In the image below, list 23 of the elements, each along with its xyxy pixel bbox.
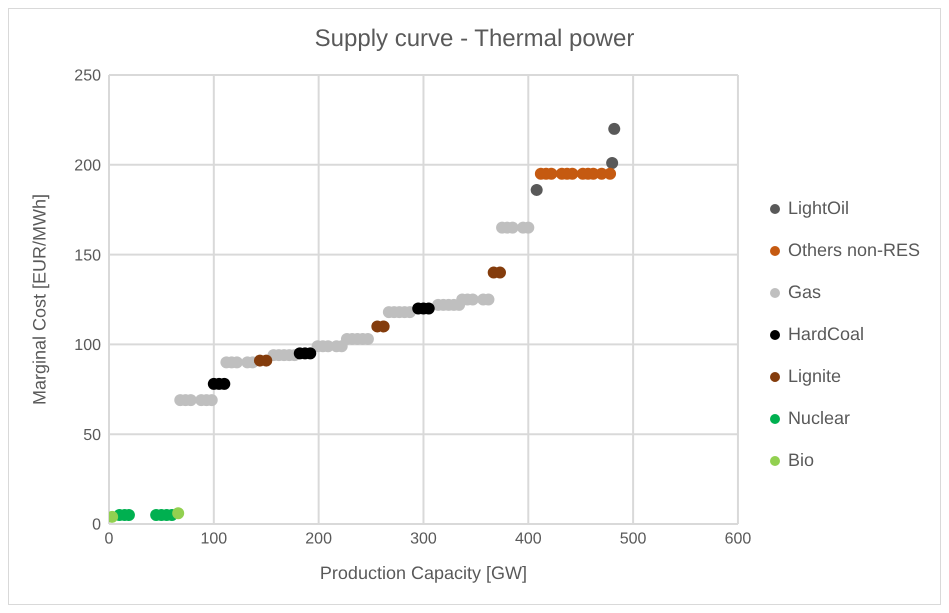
y-tick-label: 0 (92, 516, 102, 534)
y-tick-label: 150 (74, 247, 102, 264)
legend-label: Lignite (788, 366, 841, 387)
x-tick-label: 300 (410, 530, 437, 548)
chart-title: Supply curve - Thermal power (314, 24, 636, 54)
x-tick-label: 400 (514, 530, 542, 548)
x-tick-label: 600 (724, 530, 752, 548)
legend-label: LightOil (788, 198, 849, 219)
y-tick-label: 200 (74, 157, 102, 174)
legend-label: Bio (788, 450, 814, 471)
legend-label: HardCoal (788, 324, 864, 345)
x-tick-label: 100 (200, 530, 228, 548)
legend-label: Gas (788, 282, 821, 303)
y-axis-title: Marginal Cost [EUR/MWh] (29, 194, 50, 406)
y-tick-label: 100 (74, 337, 102, 354)
x-tick-label: 500 (620, 530, 647, 548)
y-tick-label: 50 (83, 426, 102, 444)
x-tick-label: 200 (305, 530, 332, 548)
x-axis-title: Production Capacity [GW] (320, 563, 528, 583)
legend-label: Others non-RES (788, 240, 920, 261)
y-tick-label: 250 (74, 68, 102, 85)
legend-label: Nuclear (788, 408, 850, 429)
x-tick-label: 0 (104, 530, 114, 548)
